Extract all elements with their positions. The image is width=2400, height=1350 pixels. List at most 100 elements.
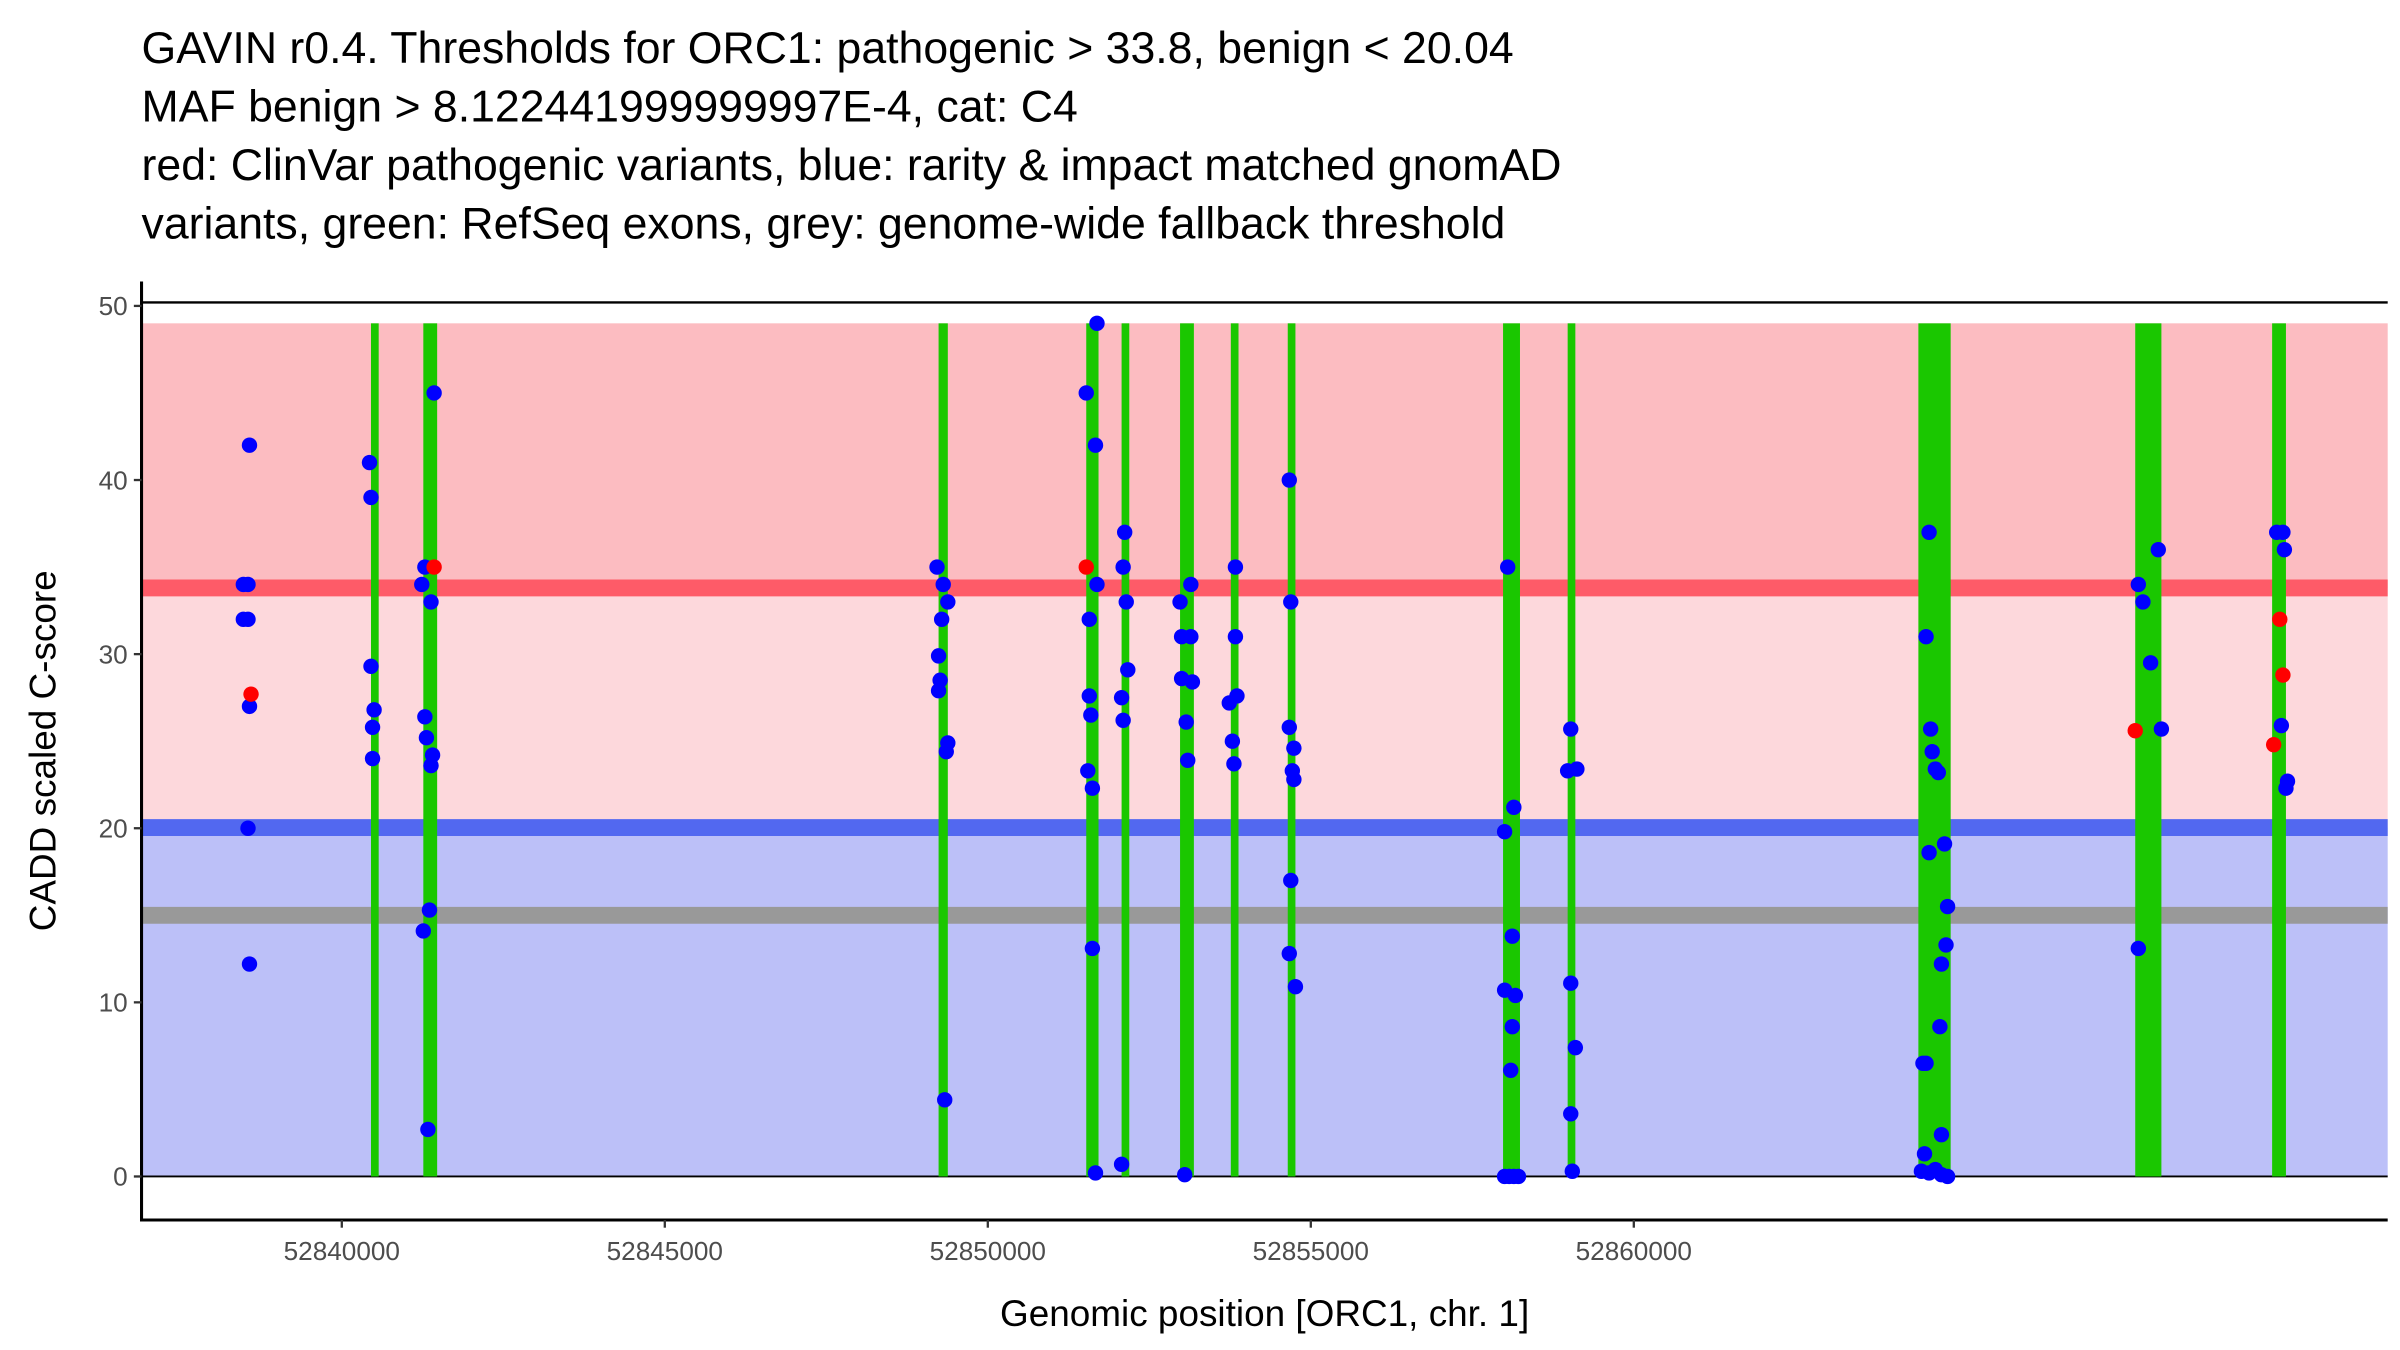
gnomad-point	[2150, 541, 2166, 558]
gnomad-point	[1084, 940, 1101, 957]
gnomad-point	[1183, 629, 1199, 645]
gnomad-point	[1184, 674, 1201, 690]
gnomad-point	[1567, 1039, 1584, 1056]
gnomad-point	[1510, 1168, 1527, 1185]
clinvar-point	[243, 686, 259, 702]
gnomad-point	[1563, 1106, 1579, 1122]
y-tick-label: 10	[99, 988, 128, 1018]
x-tick-label: 52855000	[1253, 1236, 1369, 1266]
x-tick-label: 52850000	[930, 1236, 1046, 1266]
gnomad-point	[1227, 629, 1244, 645]
gnomad-point	[1939, 1168, 1956, 1185]
gnomad-point	[366, 702, 382, 718]
gnomad-point	[938, 743, 954, 760]
gnomad-point	[1118, 594, 1134, 610]
gnomad-point	[1281, 472, 1297, 488]
gnomad-point	[1083, 707, 1099, 723]
gnomad-point	[1089, 315, 1105, 332]
gnomad-point	[420, 1121, 436, 1138]
gnomad-point	[361, 454, 378, 471]
x-tick-label: 52860000	[1576, 1236, 1692, 1266]
gnomad-point	[2273, 717, 2290, 734]
gnomad-point	[930, 648, 947, 664]
gnomad-point	[423, 757, 439, 774]
gnomad-point	[1078, 385, 1094, 401]
gnomad-point	[1924, 743, 1940, 760]
benign-zone	[141, 827, 2388, 1177]
gnomad-point	[1507, 987, 1524, 1004]
gnomad-point	[2142, 655, 2159, 671]
gnomad-point	[1569, 761, 1585, 777]
gnomad-point	[1916, 1146, 1933, 1162]
clinvar-point	[2272, 611, 2288, 628]
gnomad-point	[1183, 576, 1199, 593]
gnomad-point	[1496, 824, 1513, 840]
y-tick-label: 0	[113, 1162, 128, 1192]
title-line-3: red: ClinVar pathogenic variants, blue: …	[142, 141, 1562, 190]
uncertain-zone	[141, 587, 2388, 828]
x-axis-title: Genomic position [ORC1, chr. 1]	[1000, 1293, 1529, 1334]
gnomad-point	[2153, 721, 2170, 737]
gnomad-point	[1287, 978, 1304, 995]
gnomad-point	[1120, 662, 1136, 678]
x-tick-label: 52845000	[607, 1236, 723, 1266]
gnomad-point	[1500, 559, 1516, 575]
exon-bars	[370, 323, 2286, 1177]
pathogenic-zone	[141, 323, 2388, 588]
gnomad-point	[935, 576, 951, 593]
gnomad-point	[240, 611, 256, 628]
gnomad-point	[933, 611, 950, 628]
gnomad-point	[1227, 559, 1244, 575]
gnomad-point	[1226, 756, 1242, 772]
gnomad-point	[241, 956, 258, 972]
clinvar-point	[2275, 667, 2291, 683]
gnomad-point	[929, 559, 945, 575]
exon-bar	[1230, 323, 1239, 1177]
gnomad-point	[421, 902, 438, 918]
gnomad-point	[1563, 721, 1579, 737]
gnomad-point	[418, 730, 435, 746]
gnomad-point	[937, 1092, 953, 1108]
gnomad-point	[363, 489, 379, 506]
gnomad-point	[1115, 559, 1131, 575]
gnomad-point	[1938, 937, 1954, 953]
gnomad-point	[2130, 576, 2147, 593]
y-tick-label: 20	[99, 813, 128, 843]
exon-bar	[1567, 323, 1576, 1177]
data-points	[235, 315, 2296, 1185]
gnomad-point	[1080, 763, 1096, 779]
gnomad-point	[2276, 541, 2293, 558]
chart-title: GAVIN r0.4. Thresholds for ORC1: pathoge…	[142, 24, 1562, 248]
y-tick-label: 30	[99, 639, 128, 669]
gnomad-point	[1281, 719, 1297, 735]
gnomad-point	[1087, 1165, 1104, 1181]
gnomad-point	[1224, 733, 1241, 749]
gnomad-point	[2135, 594, 2151, 610]
gnomad-point	[2130, 940, 2147, 957]
gnomad-point	[1087, 437, 1104, 453]
gnomad-point	[1113, 1156, 1130, 1172]
title-line-4: variants, green: RefSeq exons, grey: gen…	[142, 199, 1506, 248]
gnomad-point	[1283, 872, 1299, 889]
clinvar-point	[426, 559, 442, 575]
gnomad-point	[930, 683, 947, 699]
y-axis-title: CADD scaled C-score	[22, 570, 63, 931]
gnomad-point	[1504, 1019, 1520, 1035]
gnomad-point	[1081, 688, 1097, 704]
gnomad-point	[1922, 721, 1939, 737]
gnomad-point	[1932, 1019, 1948, 1035]
gnomad-point	[1286, 740, 1302, 756]
gnomad-point	[1563, 975, 1579, 991]
gnomad-point	[414, 576, 430, 593]
clinvar-point	[1078, 559, 1094, 575]
gnomad-point	[1177, 1167, 1193, 1183]
exon-bar	[370, 323, 379, 1177]
gnomad-point	[423, 594, 439, 610]
exon-bar	[1121, 323, 1130, 1177]
gnomad-point	[241, 437, 258, 453]
gnomad-point	[1116, 524, 1133, 540]
exon-bar	[2135, 323, 2162, 1177]
gnomad-point	[940, 594, 956, 610]
gnomad-point	[1180, 752, 1196, 769]
gnomad-point	[240, 576, 256, 593]
